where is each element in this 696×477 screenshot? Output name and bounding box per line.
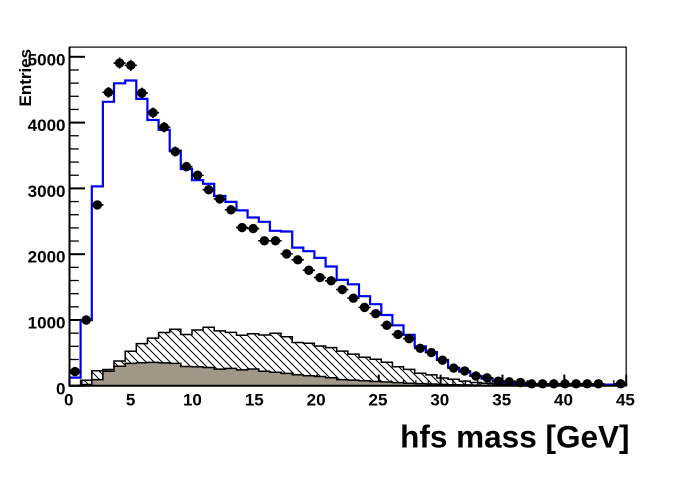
svg-text:0: 0 — [64, 391, 73, 410]
svg-text:15: 15 — [245, 391, 264, 410]
svg-text:2000: 2000 — [28, 248, 66, 267]
svg-text:25: 25 — [369, 391, 388, 410]
svg-text:45: 45 — [616, 391, 635, 410]
svg-text:20: 20 — [307, 391, 326, 410]
svg-text:40: 40 — [554, 391, 573, 410]
svg-text:5000: 5000 — [28, 50, 66, 69]
svg-text:3000: 3000 — [28, 182, 66, 201]
svg-text:hfs mass [GeV]: hfs mass [GeV] — [400, 419, 629, 455]
svg-text:30: 30 — [430, 391, 449, 410]
svg-text:4000: 4000 — [28, 116, 66, 135]
svg-text:35: 35 — [492, 391, 511, 410]
svg-text:5: 5 — [126, 391, 135, 410]
svg-text:0: 0 — [56, 379, 65, 398]
svg-text:Entries: Entries — [16, 49, 35, 107]
svg-text:1000: 1000 — [28, 314, 66, 333]
svg-text:10: 10 — [183, 391, 202, 410]
